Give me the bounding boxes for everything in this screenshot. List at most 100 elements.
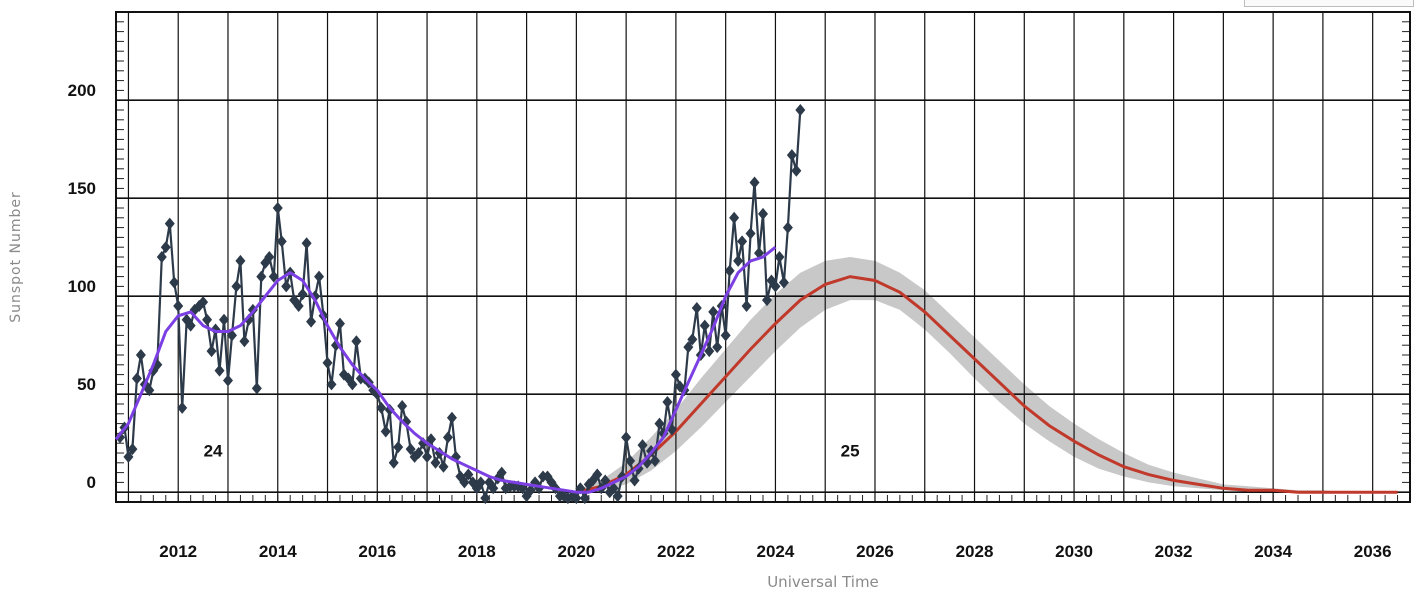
monthly-observed-point — [114, 431, 125, 444]
x-tick-label: 2020 — [557, 542, 595, 561]
monthly-observed-point — [156, 251, 167, 263]
monthly-observed-point — [268, 270, 279, 283]
x-tick-label: 2012 — [159, 542, 197, 561]
monthly-observed-point — [127, 443, 138, 456]
x-tick-label: 2028 — [956, 542, 994, 561]
x-tick-label: 2024 — [757, 542, 795, 561]
monthly-observed-point — [708, 305, 719, 318]
monthly-observed-point — [306, 315, 317, 328]
monthly-observed-point — [123, 450, 134, 463]
monthly-observed-point — [687, 333, 698, 346]
monthly-observed-point — [393, 441, 404, 454]
monthly-observed-point — [202, 313, 213, 326]
monthly-observed-point — [169, 276, 180, 289]
monthly-observed-point — [413, 447, 424, 459]
monthly-observed-point — [720, 329, 731, 342]
prediction-range-band — [576, 257, 1398, 493]
monthly-observed-point — [372, 388, 383, 401]
x-tick-label: 2034 — [1254, 542, 1292, 561]
prediction-range-layer — [576, 257, 1398, 493]
monthly-observed-point — [670, 368, 681, 381]
monthly-observed-point — [297, 288, 308, 301]
monthly-observed-point — [729, 211, 740, 224]
monthly-observed-point — [276, 235, 287, 248]
monthly-observed-point — [625, 454, 636, 467]
monthly-observed-point — [488, 482, 499, 495]
monthly-observed-point — [733, 254, 744, 267]
monthly-observed-point — [621, 431, 632, 444]
monthly-observed-point — [579, 492, 590, 505]
monthly-observed-point — [791, 164, 802, 177]
y-tick-label: 200 — [68, 81, 96, 100]
monthly-observed-point — [758, 207, 768, 220]
monthly-observed-point — [206, 345, 217, 358]
monthly-observed-point — [480, 492, 491, 505]
monthly-observed-point — [774, 251, 785, 263]
monthly-observed-point — [463, 468, 474, 481]
monthly-observed-point — [231, 280, 242, 293]
monthly-observed-point — [459, 476, 470, 489]
monthly-observed-point — [164, 217, 175, 230]
cycle-label: 24 — [204, 442, 223, 461]
grid-layer — [115, 11, 1411, 503]
monthly-observed-point — [380, 425, 391, 438]
monthly-observed-point — [608, 482, 619, 495]
monthly-observed-point — [293, 300, 304, 312]
x-tick-label: 2016 — [358, 542, 396, 561]
monthly-observed-point — [388, 456, 399, 469]
monthly-observed-point — [592, 468, 603, 481]
monthly-observed-point — [571, 492, 582, 505]
x-tick-label: 2014 — [259, 542, 297, 561]
monthly-observed-point — [737, 235, 748, 248]
monthly-observed-point — [334, 317, 345, 330]
monthly-observed-point — [637, 439, 648, 452]
monthly-observed-point — [214, 364, 225, 377]
y-tick-label: 0 — [87, 473, 96, 492]
monthly-observed-point — [761, 294, 772, 307]
corner-widget — [1244, 0, 1414, 7]
monthly-observed-point — [326, 378, 337, 391]
monthly-observed-point — [662, 396, 673, 409]
monthly-observed-point — [654, 417, 665, 430]
monthly-observed-point — [144, 384, 155, 397]
monthly-observed-point — [301, 237, 312, 250]
monthly-observed-point — [438, 460, 449, 473]
monthly-observed-point — [426, 433, 437, 446]
monthly-observed-point — [446, 411, 457, 424]
monthly-observed-point — [496, 466, 507, 479]
monthly-observed-point — [198, 296, 209, 309]
x-tick-label: 2018 — [458, 542, 496, 561]
monthly-observed-point — [745, 227, 756, 240]
monthly-observed-point — [683, 341, 694, 354]
monthly-observed-point — [322, 356, 333, 369]
label-layer: 0 50 100 150 200 2012 2014 2016 2018 2020 2022 2024… — [8, 81, 1392, 591]
x-tick-label: 2026 — [856, 542, 894, 561]
monthly-observed-point — [691, 301, 702, 314]
monthly-observed-point — [347, 378, 358, 391]
monthly-observed-point — [177, 401, 188, 414]
x-axis-title: Universal Time — [767, 573, 879, 591]
monthly-observed-point — [600, 474, 611, 487]
monthly-observed-point — [243, 313, 254, 326]
monthly-observed-point — [397, 399, 408, 412]
monthly-observed-point — [442, 431, 453, 444]
monthly-observed-point — [218, 313, 229, 326]
series-layer — [114, 104, 1398, 505]
x-tick-label: 2032 — [1155, 542, 1193, 561]
monthly-observed-point — [525, 484, 536, 497]
y-tick-label: 150 — [68, 179, 96, 198]
monthly-observed-point — [281, 280, 292, 293]
monthly-observed-point — [422, 450, 433, 463]
monthly-observed-point — [430, 456, 441, 469]
monthly-observed-point — [770, 280, 781, 293]
monthly-observed-point — [264, 251, 275, 263]
monthly-observed-point — [251, 382, 262, 395]
y-tick-label: 50 — [77, 375, 96, 394]
x-tick-label: 2036 — [1354, 542, 1392, 561]
monthly-observed-point — [272, 202, 283, 214]
monthly-observed-point — [376, 401, 387, 414]
monthly-observed-point — [239, 335, 250, 348]
x-tick-label: 2030 — [1055, 542, 1093, 561]
monthly-observed-point — [612, 490, 623, 503]
